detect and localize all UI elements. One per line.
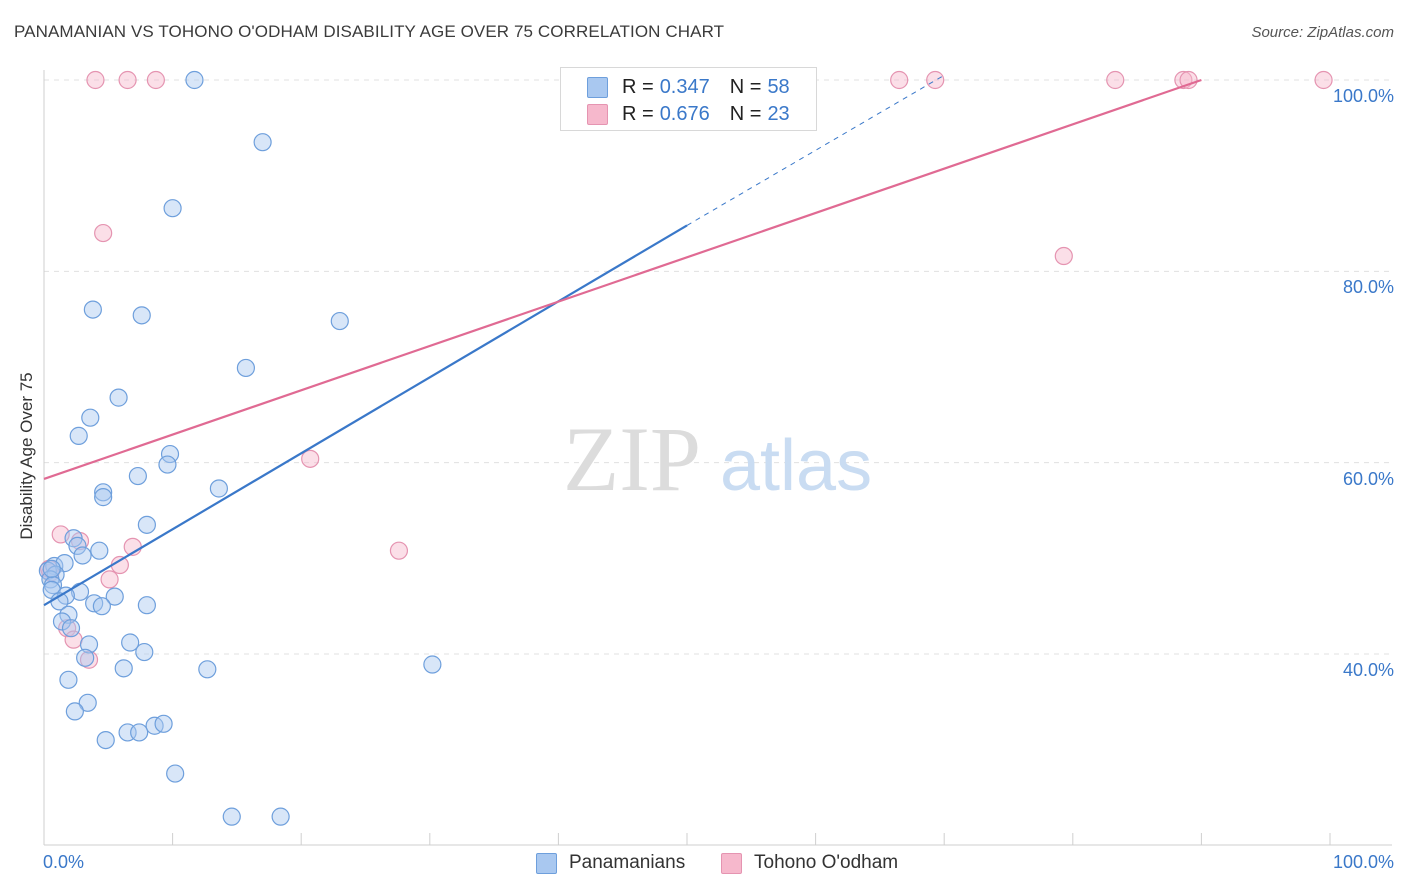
axes [43,70,1392,846]
series-tohono-points [40,70,1333,669]
panamanian-point [96,730,115,750]
legend-swatch-blue [587,76,608,98]
source-label: Source: ZipAtlas.com [1251,24,1394,41]
panamanian-point [83,300,102,319]
legend-r-value: 0.347 [659,75,710,98]
x-tick-label-end: 100.0% [1332,852,1394,872]
legend-n-label: N = [729,75,762,98]
panamanian-point [68,536,87,555]
panamanian-point [105,587,124,606]
panamanian-point [330,311,349,331]
panamanian-point [253,133,272,152]
y-tick-label: 80.0% [1342,277,1394,298]
legend-r-label: R = [622,102,654,125]
panamanian-point [158,455,177,474]
y-tick-label: 100.0% [1332,86,1394,106]
tohono-point [86,70,105,90]
legend-row-tohono: R = 0.676 N = 23 [587,101,810,127]
y-axis-title: Disability Age Over 75 [17,372,36,540]
panamanian-point [79,635,99,654]
tohono-point [94,223,113,243]
panamanian-point [52,612,72,631]
panamanian-point [109,388,128,407]
panamanian-point [137,515,156,534]
panamanian-point [222,807,241,826]
panamanian-point [163,199,182,218]
watermark: ZIP atlas [563,408,872,510]
panamanian-point [271,807,290,826]
legend-swatch-blue [536,852,557,874]
panamanian-point [166,764,185,783]
panamanian-point [65,702,84,721]
panamanian-point [78,693,97,712]
panamanian-point [94,483,113,502]
panamanian-point [154,714,173,733]
panamanian-point [90,541,109,560]
tohono-point [301,449,320,468]
tohono-point [1106,70,1125,90]
tohono-point [100,570,119,589]
series-legend: Panamanians Tohono O'odham [0,852,1406,876]
panamanian-trend-line [43,224,688,607]
tohono-trend-line [43,78,1202,480]
panamanian-point [121,633,140,652]
panamanian-point [128,466,147,486]
panamanian-point [94,488,113,507]
tohono-point [146,70,165,90]
legend-r-label: R = [622,75,654,98]
panamanian-point [42,559,61,578]
series-panamanian-points [38,70,590,826]
x-tick-label-start: 0.0% [43,852,85,872]
tohono-point [1054,246,1073,266]
legend-label-panamanians: Panamanians [569,852,686,873]
legend-item-panamanians[interactable]: Panamanians [536,852,685,874]
panamanian-point [73,546,92,565]
panamanian-point [160,444,180,464]
panamanian-point [185,70,204,90]
panamanian-point [236,358,256,378]
panamanian-point [132,306,151,325]
panamanian-point [61,619,81,638]
panamanian-point [69,426,88,445]
watermark-atlas: atlas [720,426,872,506]
tohono-point [1179,70,1198,90]
tohono-point [890,70,909,90]
tohono-point [389,541,409,560]
trend-lines [43,74,1202,607]
panamanian-point [76,648,95,667]
tohono-point [1314,70,1333,90]
panamanian-point [137,596,156,615]
panamanian-point [59,605,78,624]
y-tick-label: 60.0% [1342,468,1394,489]
gridlines [44,79,1392,655]
panamanian-point [145,716,164,735]
panamanian-point [423,655,442,674]
tohono-point [926,70,945,90]
legend-item-tohono[interactable]: Tohono O'odham [721,852,898,874]
legend-label-tohono: Tohono O'odham [754,852,899,873]
legend-swatch-pink [587,103,608,125]
legend-n-label: N = [729,102,762,125]
y-tick-label: 40.0% [1342,660,1394,680]
panamanian-point [59,670,78,689]
panamanian-point [135,642,154,662]
panamanian-point [209,479,228,498]
panamanian-point [198,660,217,679]
chart-title: PANAMANIAN VS TOHONO O'ODHAM DISABILITY … [14,22,725,41]
panamanian-point [114,659,133,678]
panamanian-point [92,597,111,616]
legend-row-panamanians: R = 0.347 N = 58 [587,74,810,100]
legend-n-value: 58 [767,75,790,98]
watermark-zip: ZIP [563,408,701,510]
panamanian-point [130,723,149,742]
stats-legend: R = 0.347 N = 58 R = 0.676 N = 23 [560,67,817,131]
panamanian-point [81,408,100,427]
legend-swatch-pink [721,852,742,874]
tohono-point [118,70,137,90]
legend-n-value: 23 [767,102,790,125]
legend-r-value: 0.676 [659,102,710,125]
